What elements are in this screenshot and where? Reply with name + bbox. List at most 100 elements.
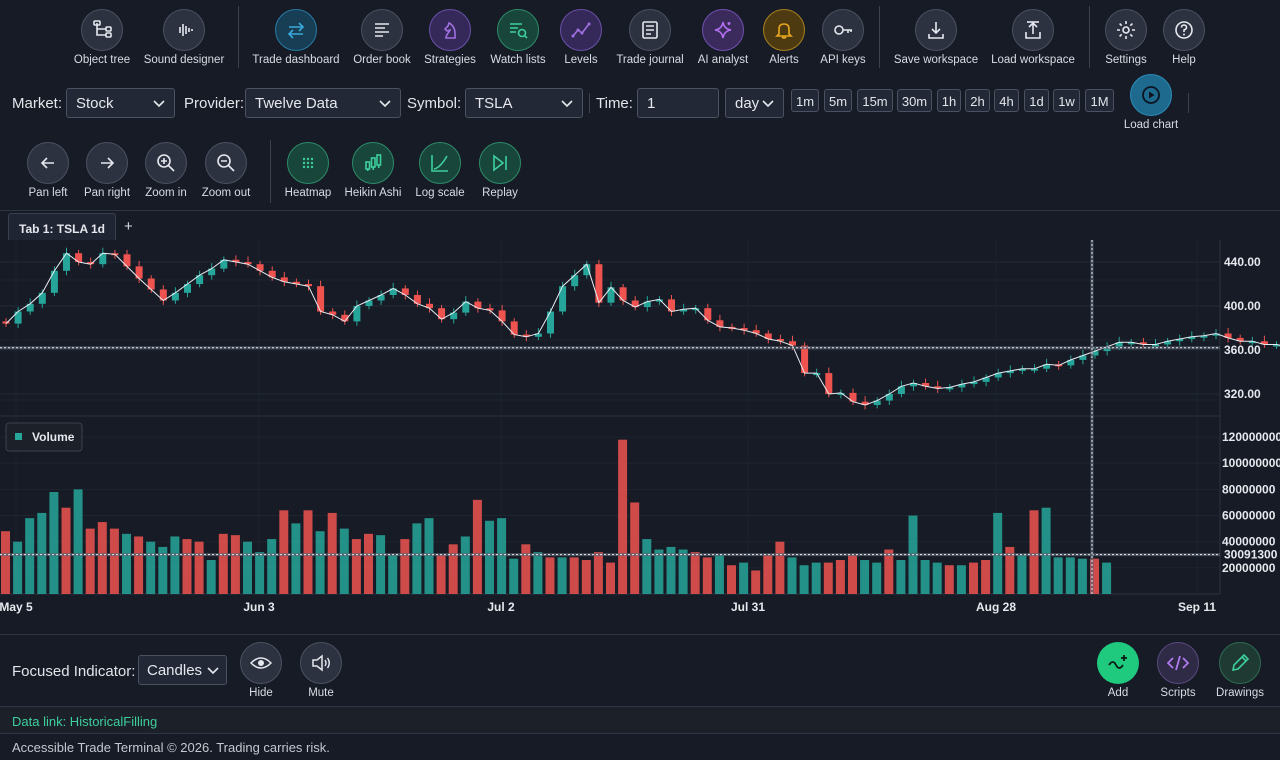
toolbar-order-book-button[interactable]: Order book [327, 9, 437, 66]
volume-bar [606, 562, 615, 594]
volume-tick-label: 40000000 [1222, 535, 1276, 549]
interval-1w-button[interactable]: 1w [1053, 89, 1080, 112]
toolbar-settings-button[interactable]: Settings [1071, 9, 1181, 66]
volume-bar [557, 557, 567, 594]
toolbar-api-keys-button[interactable]: API keys [788, 9, 898, 66]
candle-down [413, 295, 421, 304]
swap-arrows-icon [287, 22, 305, 39]
zoom-in-icon [157, 154, 175, 172]
symbol-select-value: TSLA [475, 95, 513, 112]
volume-bar [872, 562, 882, 594]
volume-bar [932, 562, 942, 594]
tool-log-scale-button[interactable]: Log scale [400, 142, 480, 199]
interval-1m-button[interactable]: 1m [791, 89, 819, 112]
candle-up [63, 253, 70, 271]
tool-pan-right-button[interactable]: Pan right [67, 142, 147, 199]
candle-up [970, 381, 978, 385]
interval-1h-button[interactable]: 1h [937, 89, 961, 112]
interval-30m-button[interactable]: 30m [897, 89, 932, 112]
toolbar-load-workspace-circle [1012, 9, 1054, 51]
sparkle-icon [714, 21, 732, 39]
tool-heikin-ashi-button[interactable]: Heikin Ashi [333, 142, 413, 199]
eye-icon [250, 657, 272, 669]
time-unit-value: day [735, 95, 760, 112]
question-icon [1175, 21, 1193, 39]
tool-pan-left-button[interactable]: Pan left [8, 142, 88, 199]
toolbar-load-workspace-button[interactable]: Load workspace [978, 9, 1088, 66]
tool-replay-button[interactable]: Replay [460, 142, 540, 199]
mute-button[interactable]: Mute [300, 642, 342, 699]
interval-1d-button[interactable]: 1d [1024, 89, 1049, 112]
candle-up [547, 311, 554, 334]
time-unit-select[interactable]: day [725, 88, 784, 118]
volume-bar [218, 533, 228, 594]
toolbar-save-workspace-label: Save workspace [893, 54, 979, 66]
interval-2h-button[interactable]: 2h [965, 89, 990, 112]
volume-bar [860, 560, 870, 594]
add-indicator-button[interactable]: Add [1097, 642, 1139, 699]
add-tab-button[interactable]: + [124, 218, 133, 235]
toolbar-sound-designer-button[interactable]: Sound designer [129, 9, 239, 66]
tool-zoom-in-button[interactable]: Zoom in [126, 142, 206, 199]
volume-bar [243, 541, 252, 594]
tool-heikin-ashi-label: Heikin Ashi [344, 187, 402, 199]
volume-bar [739, 562, 749, 594]
provider-select[interactable]: Twelve Data [245, 88, 401, 118]
interval-15m-button[interactable]: 15m [857, 89, 893, 112]
toolbar-divider [879, 6, 880, 68]
candle-up [50, 270, 58, 293]
add-circle [1097, 642, 1139, 684]
volume-bar [654, 549, 664, 594]
market-select[interactable]: Stock [66, 88, 175, 118]
volume-bar [376, 535, 386, 594]
toolbar-ai-analyst-button[interactable]: AI analyst [668, 9, 778, 66]
toolbar-order-book-label: Order book [353, 54, 411, 66]
interval-1M-button[interactable]: 1M [1085, 89, 1114, 112]
candle-down [668, 299, 675, 312]
toolbar-watch-lists-button[interactable]: Watch lists [463, 9, 573, 66]
volume-bar [400, 539, 410, 594]
volume-bar [279, 510, 289, 594]
candle-down [256, 264, 264, 271]
toolbar-trade-journal-circle [629, 9, 671, 51]
candle-up [1006, 370, 1014, 374]
toolbar-alerts-button[interactable]: Alerts [729, 9, 839, 66]
volume-bar [49, 492, 59, 594]
candle-up [837, 392, 845, 395]
candle-down [123, 254, 131, 267]
tool-heatmap-button[interactable]: Heatmap [268, 142, 348, 199]
toolbar-ai-analyst-circle [702, 9, 744, 51]
load-chart-label: Load chart [1123, 119, 1179, 131]
scripts-button[interactable]: Scripts [1157, 642, 1199, 699]
volume-legend-label: Volume [32, 430, 75, 444]
tool-zoom-out-button[interactable]: Zoom out [186, 142, 266, 199]
volume-bar [751, 570, 761, 594]
candle-up [377, 295, 385, 301]
volume-bar [134, 536, 144, 594]
candle-down [329, 311, 337, 315]
toolbar-trade-journal-button[interactable]: Trade journal [595, 9, 705, 66]
candle-up [583, 264, 591, 276]
candle-up [1079, 355, 1087, 360]
candle-up [184, 284, 191, 293]
toolbar-trade-dashboard-button[interactable]: Trade dashboard [241, 9, 351, 66]
candle-up [1067, 359, 1075, 366]
drawings-button[interactable]: Drawings [1216, 642, 1264, 699]
symbol-select[interactable]: TSLA [465, 88, 583, 118]
load-chart-button[interactable]: Load chart [1124, 74, 1178, 131]
volume-bar [630, 502, 640, 594]
time-input[interactable]: 1 [637, 88, 719, 118]
hide-button[interactable]: Hide [240, 642, 282, 699]
interval-4h-button[interactable]: 4h [994, 89, 1019, 112]
toolbar-strategies-button[interactable]: Strategies [395, 9, 505, 66]
toolbar-divider [1089, 6, 1090, 68]
toolbar-object-tree-button[interactable]: Object tree [47, 9, 157, 66]
focused-indicator-select[interactable]: Candles [138, 655, 227, 685]
tool-pan-left-label: Pan left [28, 187, 68, 199]
toolbar-help-button[interactable]: Help [1129, 9, 1239, 66]
price-chart[interactable]: 440.00 400.00 360.00 320.00 120000000 1000000… [0, 240, 1280, 634]
tab-tsla-1d[interactable]: Tab 1: TSLA 1d [8, 213, 116, 241]
toolbar-levels-button[interactable]: Levels [526, 9, 636, 66]
toolbar-save-workspace-button[interactable]: Save workspace [881, 9, 991, 66]
interval-5m-button[interactable]: 5m [824, 89, 852, 112]
